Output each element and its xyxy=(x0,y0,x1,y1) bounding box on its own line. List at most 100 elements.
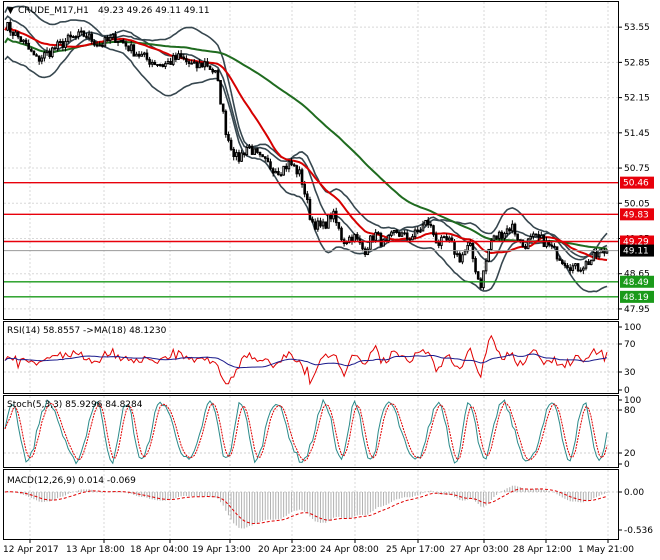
candle-body xyxy=(589,259,593,266)
candle-body xyxy=(395,229,398,233)
candle-body xyxy=(379,232,383,247)
candle-body xyxy=(248,145,251,148)
candle-body xyxy=(287,160,291,170)
candle-body xyxy=(340,227,343,241)
candle-body xyxy=(487,248,491,262)
time-tick-label: 12 Apr 2017 xyxy=(3,545,59,555)
macd-tick-label: 0.00 xyxy=(624,488,644,498)
candle-body xyxy=(190,62,193,65)
candle-body xyxy=(143,52,146,55)
dropdown-arrow-icon[interactable]: ▼ xyxy=(7,6,14,16)
candle-body xyxy=(361,242,364,250)
candle-body xyxy=(53,47,57,50)
candle-body xyxy=(553,245,556,248)
vertical-grid xyxy=(29,2,609,539)
macd-signal-line xyxy=(4,488,608,525)
price-tick-label: 53.55 xyxy=(624,23,650,33)
candle-body xyxy=(85,35,88,39)
candle-body xyxy=(224,110,228,135)
price-tick-label: 50.05 xyxy=(624,199,650,209)
candle-body xyxy=(166,60,170,65)
time-tick-label: 24 Apr 08:00 xyxy=(320,545,379,555)
candle-body xyxy=(48,50,51,58)
candle-body xyxy=(479,278,483,289)
candle-body xyxy=(214,70,217,73)
candle-body xyxy=(111,34,115,38)
time-tick-label: 19 Apr 13:00 xyxy=(192,545,251,555)
candle-body xyxy=(561,259,564,264)
candle-body xyxy=(576,263,580,272)
candle-body xyxy=(484,260,488,272)
candle-body xyxy=(43,52,46,59)
candle-body xyxy=(303,183,306,195)
candle-body xyxy=(497,231,501,239)
rsi-line xyxy=(4,334,608,386)
candle-body xyxy=(503,232,506,239)
price-tag-text: 50.46 xyxy=(623,179,649,189)
candle-body xyxy=(256,148,259,153)
price-tag xyxy=(620,244,654,257)
candle-body xyxy=(582,267,585,271)
candle-body xyxy=(374,232,377,241)
candle-body xyxy=(532,233,535,238)
candle-body xyxy=(269,161,272,170)
candle-body xyxy=(140,53,143,57)
candle-body xyxy=(127,45,130,52)
stoch-main-line xyxy=(4,398,608,465)
candle-body xyxy=(366,248,370,255)
candle-body xyxy=(537,234,540,239)
candle-body xyxy=(187,61,191,64)
candle-body xyxy=(447,237,451,241)
candle-body xyxy=(492,235,496,242)
candle-body xyxy=(108,36,112,42)
candle-body xyxy=(319,220,322,227)
candle-body xyxy=(505,228,509,234)
candle-body xyxy=(242,152,246,156)
candle-body xyxy=(74,35,78,38)
candle-body xyxy=(495,235,498,239)
candle-body xyxy=(458,253,462,263)
candle-body xyxy=(316,220,320,230)
price-tick-label: 51.45 xyxy=(624,129,650,139)
candle-body xyxy=(511,223,514,232)
candle-body xyxy=(150,61,154,65)
candle-body xyxy=(135,53,138,57)
price-tag xyxy=(620,290,654,303)
candle-body xyxy=(229,139,233,150)
candle-body xyxy=(490,240,493,250)
candle-body xyxy=(424,219,427,226)
candle-body xyxy=(40,57,44,62)
candle-body xyxy=(116,40,120,43)
price-panel-frame xyxy=(3,1,619,320)
candle-body xyxy=(279,174,283,177)
candle-body xyxy=(208,65,212,70)
candle-body xyxy=(245,146,249,156)
candle-body xyxy=(103,37,107,47)
candle-body xyxy=(235,152,238,157)
price-tag xyxy=(620,235,654,248)
price-tick-label: 52.15 xyxy=(624,94,650,104)
candle-body xyxy=(87,33,91,39)
candle-body xyxy=(114,34,117,43)
candle-body xyxy=(27,43,30,50)
candle-body xyxy=(353,234,356,243)
candle-body xyxy=(192,61,196,64)
candle-body xyxy=(508,228,512,232)
candle-body xyxy=(469,242,472,246)
candle-body xyxy=(258,151,262,156)
candle-body xyxy=(437,242,441,246)
candle-body xyxy=(555,246,559,260)
candle-body xyxy=(98,44,101,47)
candle-body xyxy=(124,42,128,47)
candle-body xyxy=(198,62,201,69)
candle-body xyxy=(277,171,280,176)
candle-body xyxy=(240,152,243,162)
price-tick-label: 47.95 xyxy=(624,305,650,315)
candle-body xyxy=(332,210,335,220)
candle-body xyxy=(571,265,575,271)
candle-body xyxy=(179,53,183,58)
candle-body xyxy=(568,267,572,271)
candle-body xyxy=(382,239,385,247)
macd-tick-label: -0.536 xyxy=(624,526,653,536)
